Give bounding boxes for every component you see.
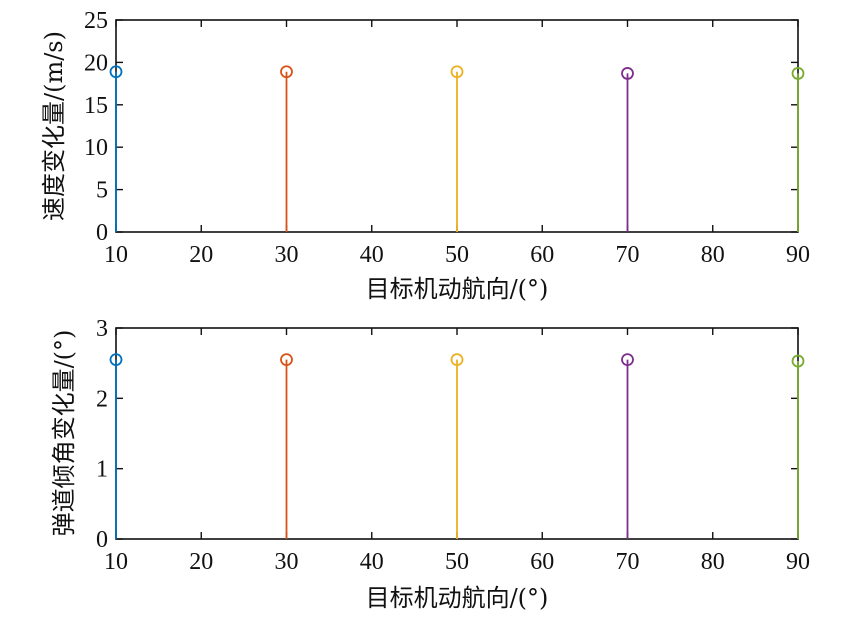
x-tick-label: 50	[445, 242, 469, 268]
x-tick-label: 50	[445, 549, 469, 575]
stem-marker	[109, 65, 123, 79]
y-tick-label: 2	[96, 386, 108, 412]
y-tick-label: 1	[96, 457, 108, 483]
x-tick-label: 40	[360, 242, 384, 268]
x-tick-label: 80	[701, 242, 725, 268]
x-tick-label: 70	[616, 242, 640, 268]
x-tick-label: 30	[275, 242, 299, 268]
x-tick-label: 30	[275, 549, 299, 575]
x-tick-label: 20	[189, 549, 213, 575]
y-tick-label: 3	[96, 316, 108, 342]
stem-marker	[450, 65, 464, 79]
x-tick-label: 60	[530, 242, 554, 268]
x-tick-label: 90	[786, 549, 810, 575]
y-tick-label: 20	[84, 50, 108, 76]
y-axis-label: 速度变化量/(m/s)	[40, 31, 68, 221]
y-axis-label: 弹道倾角变化量/(°)	[50, 330, 78, 537]
stem-marker	[280, 353, 293, 367]
trajectory-angle-change-chart: 10 20 30 40 50 60 70 80 90 0 1 2 3 目标机动航向/(°) 弹道倾角变化量/…	[50, 316, 810, 612]
x-tick-label: 20	[189, 242, 213, 268]
x-axis-label: 目标机动航向/(°)	[366, 584, 549, 612]
x-tick-label: 10	[104, 549, 128, 575]
stem-marker	[791, 354, 805, 368]
stem-marker	[791, 67, 805, 80]
x-tick-label: 80	[701, 549, 725, 575]
x-axis-label: 目标机动航向/(°)	[366, 275, 549, 303]
x-tick-label: 40	[360, 549, 384, 575]
stem-marker	[109, 353, 123, 367]
y-tick-label: 25	[84, 8, 108, 34]
x-tick-label: 70	[616, 549, 640, 575]
x-tick-label: 90	[786, 242, 810, 268]
x-tick-label: 60	[530, 549, 554, 575]
y-tick-label: 5	[96, 178, 108, 204]
y-tick-label: 10	[84, 135, 108, 161]
stem-marker	[621, 67, 634, 80]
stem-marker	[621, 353, 634, 367]
y-tick-label: 15	[84, 93, 108, 119]
stem-marker	[280, 65, 293, 79]
stem-marker	[450, 353, 464, 367]
y-tick-label: 0	[96, 527, 108, 553]
speed-change-chart: 10 20 30 40 50 60 70 80 90 0 5 10 15 20 25 目标机动航向/(°) 速度…	[40, 8, 810, 303]
y-tick-label: 0	[96, 220, 108, 246]
x-tick-label: 10	[104, 242, 128, 268]
